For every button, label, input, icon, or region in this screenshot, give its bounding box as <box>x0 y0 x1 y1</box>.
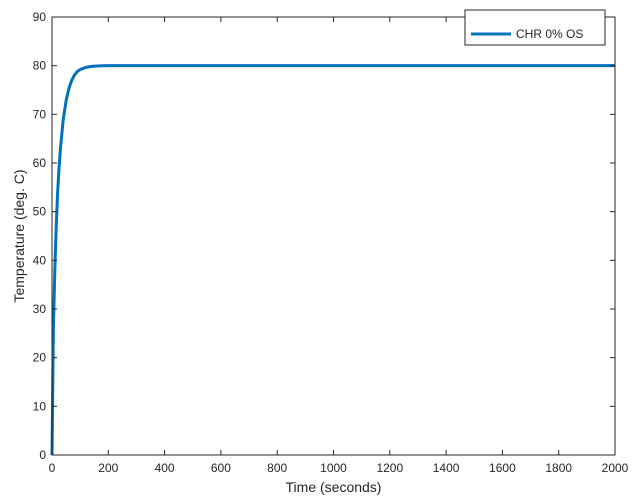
x-tick-label: 600 <box>211 461 231 475</box>
plot-area <box>52 17 615 455</box>
y-tick-label: 70 <box>33 107 47 121</box>
y-tick-label: 40 <box>33 253 47 267</box>
x-axis: 0 200 400 600 800 1000 1200 1400 1600 1800 2000 <box>49 17 629 475</box>
x-tick-label: 800 <box>267 461 287 475</box>
series-line <box>50 64 615 456</box>
x-tick-label: 200 <box>98 461 118 475</box>
y-tick-label: 0 <box>39 448 46 462</box>
y-axis-label: Temperature (deg. C) <box>11 169 27 302</box>
y-tick-label: 30 <box>33 302 47 316</box>
y-tick-label: 80 <box>33 59 47 73</box>
y-axis: 0 10 20 30 40 50 60 70 80 90 <box>33 10 615 462</box>
series-layer <box>50 64 615 456</box>
legend: CHR 0% OS <box>464 9 606 46</box>
x-tick-label: 1000 <box>320 461 347 475</box>
y-tick-label: 60 <box>33 156 47 170</box>
x-tick-label: 1800 <box>545 461 572 475</box>
legend-box <box>464 9 606 46</box>
legend-label: CHR 0% OS <box>516 27 583 41</box>
x-tick-label: 1600 <box>489 461 516 475</box>
x-tick-label: 400 <box>155 461 175 475</box>
y-tick-label: 20 <box>33 351 47 365</box>
x-tick-label: 1200 <box>376 461 403 475</box>
y-tick-label: 10 <box>33 399 47 413</box>
y-tick-label: 50 <box>33 205 47 219</box>
y-tick-label: 90 <box>33 10 47 24</box>
x-tick-label: 1400 <box>433 461 460 475</box>
x-tick-label: 0 <box>49 461 56 475</box>
x-axis-label: Time (seconds) <box>286 479 382 495</box>
x-tick-label: 2000 <box>602 461 629 475</box>
